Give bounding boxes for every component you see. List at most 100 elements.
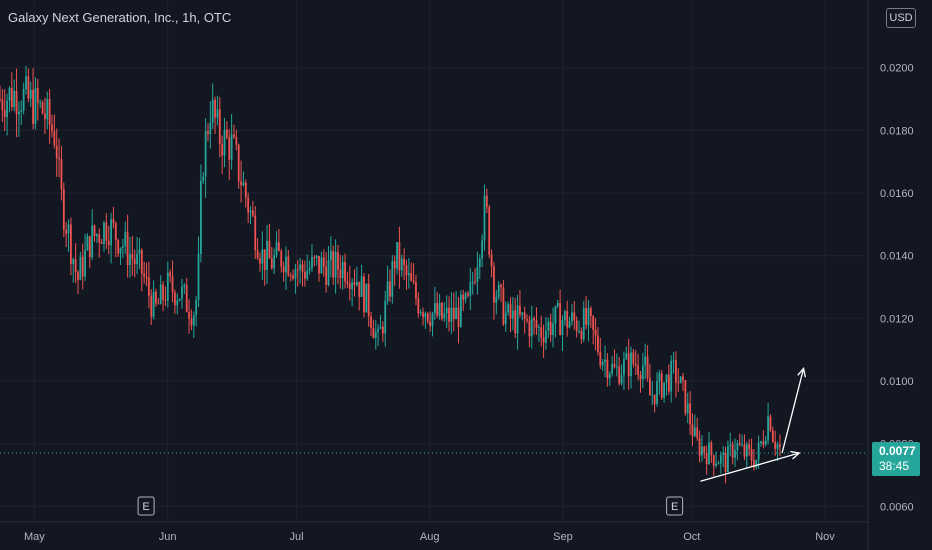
candle-body [391,261,394,297]
candle-body [528,320,531,337]
candle-body [268,240,271,259]
candle-body [665,374,668,383]
currency-button[interactable]: USD [886,8,916,28]
candle-body [275,242,278,256]
candle-body [183,284,186,287]
candle-body [112,219,115,224]
candle-body [20,110,23,112]
candle-body [77,272,79,280]
candle-body [646,356,649,379]
candle-body [353,282,356,285]
candle-body [60,159,63,190]
candle-body [363,276,365,313]
candle-body [299,264,302,271]
candle-body [719,454,722,464]
candle-body [429,321,432,327]
candle-body [519,305,521,315]
candle-body [228,137,231,160]
candle-body [348,283,351,290]
candle-body [485,195,488,208]
candle-body [320,257,323,274]
candle-body [670,360,673,392]
candle-body [516,305,519,334]
candle-body [55,145,58,158]
candle-body [757,443,760,460]
candle-body [497,284,500,298]
candle-body [70,224,72,265]
candle-body [334,252,337,278]
candle-body [233,134,235,138]
candle-body [164,299,167,301]
candle-body [143,273,146,277]
candle-body [422,312,424,318]
candle-body [767,416,769,441]
candle-body [124,231,127,247]
candle-body [315,255,318,258]
candle-body [65,229,68,234]
x-tick-label: May [24,531,45,543]
candle-body [100,242,103,244]
candle-body [8,88,11,101]
candle-body [634,363,637,366]
earnings-marker[interactable]: E [137,496,155,516]
candle-body [488,207,491,255]
candle-body [204,131,207,177]
candle-body [140,249,143,274]
candle-body [157,303,160,305]
candle-body [329,250,332,261]
candle-body [410,273,413,281]
candle-body [32,89,34,124]
candle-body [450,307,453,322]
candle-body [398,242,401,271]
candle-body [556,302,559,307]
candle-body [13,90,16,108]
candle-body [445,307,448,314]
candle-body [540,327,543,338]
candle-body [426,313,429,322]
candle-body [651,394,654,396]
candle-body [15,90,18,115]
candle-body [249,210,252,213]
candle-body [195,300,198,316]
candle-body [53,131,56,146]
earnings-marker[interactable]: E [666,496,684,516]
candle-body [729,444,732,447]
candle-body [358,281,361,297]
candle-body [365,283,368,313]
candle-body [79,256,82,280]
candle-body [630,352,632,377]
candle-body [277,242,280,252]
y-tick-label: 0.0180 [880,125,914,137]
projection-arrow [781,368,805,454]
candle-body [6,100,8,118]
candle-body [438,302,441,316]
candle-body [389,281,391,297]
candle-body [526,318,528,321]
candle-body [653,394,656,404]
candle-body [225,129,228,138]
candle-body [623,359,625,376]
candle-body [351,282,354,290]
candle-body [46,99,49,120]
candle-body [691,424,694,436]
candle-body [566,311,569,328]
candle-body [452,307,455,320]
candle-body [459,294,462,327]
candle-body [242,182,245,186]
candle-body [474,281,476,283]
candle-body [188,311,190,319]
candle-body [84,250,86,277]
candle-body [22,89,25,111]
earnings-marker-label: E [671,501,678,513]
candle-body [722,452,725,455]
candle-body [667,374,670,392]
candle-body [159,284,162,304]
candle-body [684,380,687,414]
candle-body [545,330,547,343]
candle-body [738,443,741,445]
candle-body [230,134,233,160]
candle-body [199,180,202,254]
candle-body [575,320,578,332]
candle-body [280,251,283,267]
